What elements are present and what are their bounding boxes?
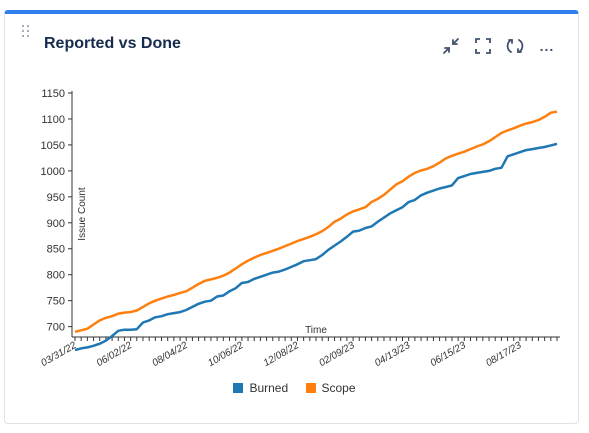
legend-label-burned: Burned xyxy=(249,381,289,395)
widget-card xyxy=(4,10,579,424)
y-tick-label: 1050 xyxy=(41,140,65,152)
x-tick-label: 06/15/23 xyxy=(429,340,469,369)
legend-swatch-burned xyxy=(233,383,244,393)
x-tick-label: 02/09/23 xyxy=(317,340,357,369)
more-icon[interactable]: ... xyxy=(539,38,555,54)
x-axis: 03/31/22 06/02/22 08/04/22 10/06/22 12/08/22… xyxy=(39,336,560,369)
series-line-scope[interactable] xyxy=(74,110,558,334)
x-tick-label: 12/08/22 xyxy=(262,340,302,369)
y-tick-label: 1150 xyxy=(41,88,65,100)
x-tick-label: 08/04/22 xyxy=(151,340,191,369)
y-tick-label: 850 xyxy=(47,244,65,256)
legend-label-scope: Scope xyxy=(321,381,356,395)
x-tick-label: 03/31/22 xyxy=(39,340,79,369)
legend-item-burned[interactable]: Burned xyxy=(233,381,288,395)
y-tick-label: 950 xyxy=(47,192,65,204)
y-axis: 700 750 800 850 900 950 1000 1050 1100 1150 xyxy=(41,88,73,337)
series-line-burned[interactable] xyxy=(74,142,558,352)
x-axis-label: Time xyxy=(305,325,327,336)
chart-legend: Burned Scope xyxy=(0,381,589,396)
fullscreen-icon[interactable] xyxy=(472,35,494,57)
line-chart: 700 750 800 850 900 950 1000 1050 1100 1150 03/31… xyxy=(39,88,560,369)
x-tick-label: 04/13/23 xyxy=(373,340,413,369)
widget-title: Reported vs Done xyxy=(44,35,181,52)
y-axis-label: Issue Count xyxy=(77,187,88,241)
refresh-icon[interactable] xyxy=(504,35,526,57)
y-tick-label: 900 xyxy=(47,218,65,230)
x-tick-label: 08/17/23 xyxy=(484,340,524,369)
legend-swatch-scope xyxy=(305,383,316,393)
drag-handle-icon[interactable] xyxy=(22,25,32,39)
y-tick-label: 700 xyxy=(47,322,65,334)
y-tick-label: 1000 xyxy=(41,166,65,178)
y-tick-label: 750 xyxy=(47,296,65,308)
y-tick-label: 800 xyxy=(47,270,65,282)
minimize-icon[interactable] xyxy=(440,35,462,57)
y-tick-label: 1100 xyxy=(41,114,65,126)
legend-item-scope[interactable]: Scope xyxy=(305,381,356,395)
chart-series xyxy=(74,110,558,352)
x-tick-label: 10/06/22 xyxy=(206,340,246,369)
